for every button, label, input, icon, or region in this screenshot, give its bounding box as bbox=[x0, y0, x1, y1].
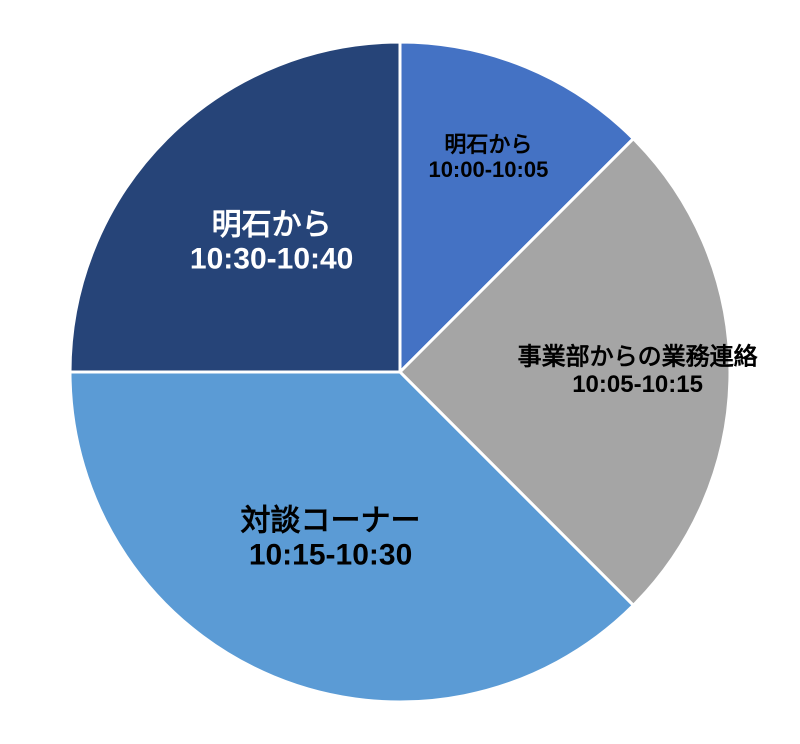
slice-akashi-1000-label: 明石から10:00-10:05 bbox=[428, 132, 548, 182]
slice-akashi-1030 bbox=[70, 42, 400, 372]
slice-akashi-1030-label-line-1: 10:30-10:40 bbox=[190, 243, 353, 276]
slice-akashi-1030-label-line-0: 明石から bbox=[212, 209, 332, 242]
slice-akashi-1000-label-line-0: 明石から bbox=[444, 132, 532, 157]
slice-akashi-1000-label-line-1: 10:00-10:05 bbox=[428, 157, 548, 182]
slice-taidan-label-line-0: 対談コーナー bbox=[241, 504, 421, 538]
slice-taidan-label-line-1: 10:15-10:30 bbox=[249, 539, 412, 572]
slice-jigyoubu-label-line-0: 事業部からの業務連絡 bbox=[518, 343, 759, 371]
slice-jigyoubu-label-line-1: 10:05-10:15 bbox=[572, 371, 703, 398]
pie-chart: 明石から10:00-10:05事業部からの業務連絡10:05-10:15対談コー… bbox=[0, 0, 800, 744]
pie-chart-container: 明石から10:00-10:05事業部からの業務連絡10:05-10:15対談コー… bbox=[0, 0, 800, 744]
slice-taidan-label: 対談コーナー10:15-10:30 bbox=[241, 504, 421, 572]
slice-akashi-1030-label: 明石から10:30-10:40 bbox=[190, 209, 353, 276]
